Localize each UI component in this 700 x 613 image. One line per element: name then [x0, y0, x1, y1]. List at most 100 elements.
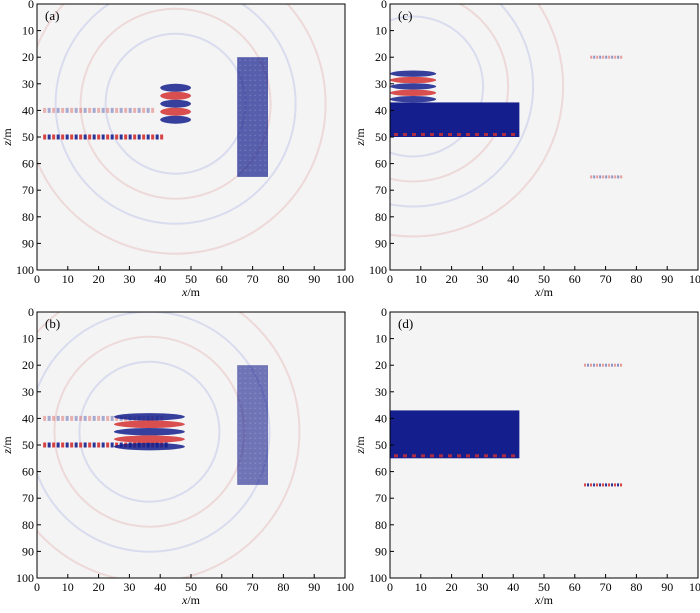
line-dot: [92, 442, 96, 448]
edge-marker: [617, 483, 620, 487]
anomaly-block: [390, 102, 520, 137]
edge-marker: [596, 363, 599, 367]
z-tick-label: 40: [22, 103, 34, 117]
wavefront-ring: [37, 312, 301, 578]
edge-marker: [608, 483, 611, 487]
x-tick-label: 20: [446, 580, 458, 594]
line-dot: [88, 107, 92, 113]
line-dot: [88, 415, 92, 421]
x-tick-label: 70: [600, 272, 612, 286]
edge-marker: [596, 175, 599, 179]
line-dot: [124, 134, 128, 140]
edge-marker: [620, 55, 623, 59]
line-dot: [92, 134, 96, 140]
z-tick-label: 100: [16, 263, 34, 277]
line-dot: [70, 442, 74, 448]
edge-speckle: [421, 454, 425, 458]
z-tick-label: 50: [22, 130, 34, 144]
line-dot: [106, 442, 110, 448]
edge-speckle: [403, 133, 407, 136]
edge-marker: [599, 363, 602, 367]
z-tick-label: 40: [375, 103, 387, 117]
edge-marker: [590, 175, 593, 179]
line-dot: [61, 134, 65, 140]
line-dot: [97, 107, 101, 113]
edge-marker: [620, 363, 623, 367]
edge-marker: [593, 483, 596, 487]
x-tick-label: 30: [123, 580, 135, 594]
edge-speckle: [466, 133, 470, 136]
line-dot: [43, 134, 47, 140]
z-tick-label: 0: [381, 305, 387, 319]
line-dot: [79, 134, 83, 140]
line-dot: [133, 107, 137, 113]
edge-marker: [617, 363, 620, 367]
x-tick-label: 10: [415, 580, 427, 594]
z-tick-label: 30: [22, 77, 34, 91]
x-tick-label: 20: [93, 272, 105, 286]
edge-marker: [605, 363, 608, 367]
panel-d: 0102030405060708090100010203040506070809…: [353, 305, 700, 607]
x-tick-label: 80: [630, 272, 642, 286]
edge-marker: [602, 483, 605, 487]
line-dot: [146, 134, 150, 140]
z-tick-label: 80: [375, 210, 387, 224]
edge-marker: [596, 55, 599, 59]
line-dot: [133, 134, 137, 140]
z-tick-label: 100: [369, 263, 387, 277]
line-dot: [88, 442, 92, 448]
wave-band: [390, 83, 437, 90]
edge-speckle: [484, 454, 488, 458]
edge-marker: [614, 483, 617, 487]
line-dot: [146, 107, 150, 113]
x-tick-label: 60: [216, 272, 228, 286]
z-tick-label: 70: [375, 491, 387, 505]
z-tick-label: 80: [22, 518, 34, 532]
x-tick-label: 90: [308, 580, 320, 594]
edge-speckle: [439, 133, 443, 136]
wavefield: [390, 363, 623, 487]
wavefield: [37, 4, 327, 255]
z-tick-label: 20: [22, 358, 34, 372]
x-axis-label: x/m: [181, 285, 201, 299]
edge-marker: [602, 175, 605, 179]
z-tick-label: 20: [22, 50, 34, 64]
anomaly-block: [390, 410, 520, 459]
edge-speckle: [502, 133, 506, 136]
z-tick-label: 50: [22, 438, 34, 452]
edge-speckle: [412, 133, 416, 136]
wavefront-ring: [78, 360, 221, 503]
x-tick-label: 40: [154, 272, 166, 286]
edge-marker: [587, 363, 590, 367]
edge-speckle: [448, 133, 452, 136]
plot-area: [37, 4, 345, 270]
z-axis-label: z/m: [353, 436, 367, 455]
edge-marker: [593, 55, 596, 59]
line-dot: [52, 442, 56, 448]
line-dot: [43, 442, 47, 448]
line-dot: [151, 134, 155, 140]
line-dot: [70, 107, 74, 113]
x-tick-label: 90: [661, 272, 673, 286]
edge-marker: [605, 55, 608, 59]
x-tick-label: 20: [446, 272, 458, 286]
edge-marker: [608, 55, 611, 59]
wavefront-ring: [390, 4, 510, 183]
edge-marker: [611, 55, 614, 59]
z-tick-label: 90: [22, 544, 34, 558]
z-axis-label: z/m: [353, 128, 367, 147]
edge-speckle: [448, 454, 452, 458]
line-dot: [65, 107, 69, 113]
wavefield: [390, 4, 623, 238]
line-dot: [151, 107, 155, 113]
line-dot: [74, 134, 78, 140]
z-tick-label: 10: [22, 24, 34, 38]
wavefront-ring: [390, 15, 485, 158]
edge-speckle: [511, 133, 515, 136]
edge-marker: [605, 175, 608, 179]
z-tick-label: 0: [28, 305, 34, 319]
line-dot: [106, 134, 110, 140]
z-tick-label: 100: [369, 571, 387, 585]
edge-marker: [599, 483, 602, 487]
line-dot: [128, 134, 132, 140]
